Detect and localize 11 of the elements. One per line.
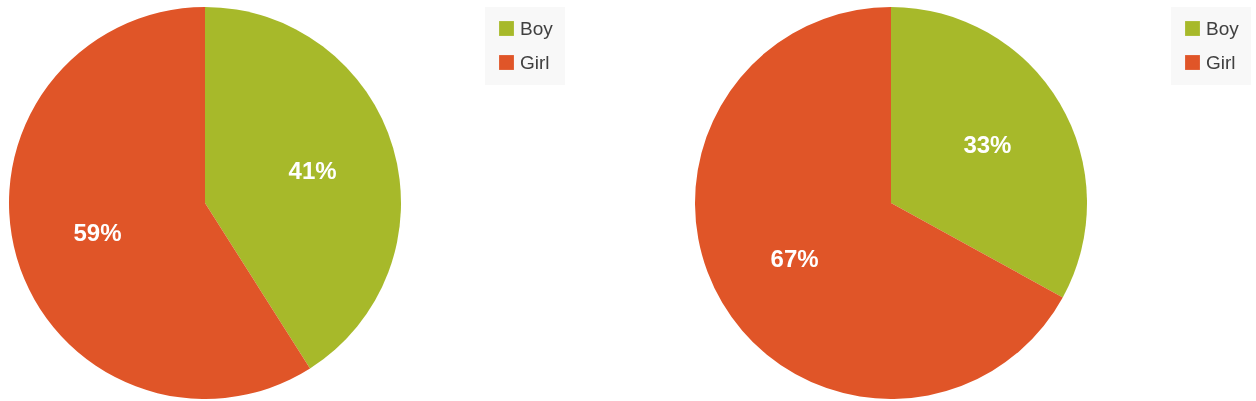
pie-slice	[695, 7, 1063, 399]
legend-label: Boy	[1206, 17, 1240, 39]
legend-label: Boy	[520, 17, 554, 39]
legend-label: Girl	[1206, 51, 1236, 73]
pie-slice	[205, 7, 401, 369]
data-label: 59%	[73, 219, 122, 247]
data-label: 41%	[288, 156, 337, 184]
pie-slice	[891, 7, 1087, 298]
data-label: 33%	[963, 130, 1012, 158]
legend-label: Girl	[520, 51, 550, 73]
data-label: 67%	[770, 245, 819, 273]
